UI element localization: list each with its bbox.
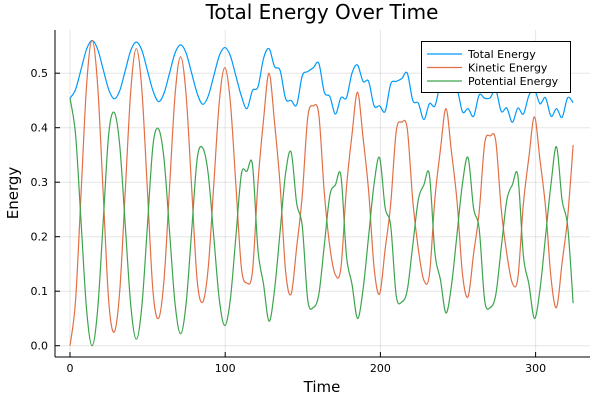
y-tick-label: 0.0 [31, 340, 49, 353]
chart-title: Total Energy Over Time [205, 0, 439, 24]
series-line-kinetic-energy [69, 39, 574, 346]
x-tick-label: 300 [525, 362, 546, 375]
y-tick-label: 0.5 [31, 67, 49, 80]
y-tick-label: 0.4 [31, 122, 49, 135]
series-lines [69, 39, 574, 347]
x-axis-label: Time [303, 378, 341, 396]
y-tick-label: 0.3 [31, 176, 49, 189]
x-tick-label: 100 [215, 362, 236, 375]
legend-label-potential-energy: Potential Energy [468, 75, 559, 88]
y-tick-label: 0.1 [31, 285, 49, 298]
y-tick-label: 0.2 [31, 231, 49, 244]
y-axis-label: Energy [4, 167, 22, 220]
series-line-total-energy [69, 39, 574, 123]
x-tick-label: 200 [370, 362, 391, 375]
series-line-potential-energy [69, 98, 574, 347]
ticks: 0 100 200 300 0.0 0.1 0.2 0.3 0.4 0.5 [31, 67, 547, 375]
x-tick-label: 0 [67, 362, 74, 375]
legend-label-kinetic-energy: Kinetic Energy [468, 62, 548, 75]
legend-label-total-energy: Total Energy [467, 48, 536, 61]
